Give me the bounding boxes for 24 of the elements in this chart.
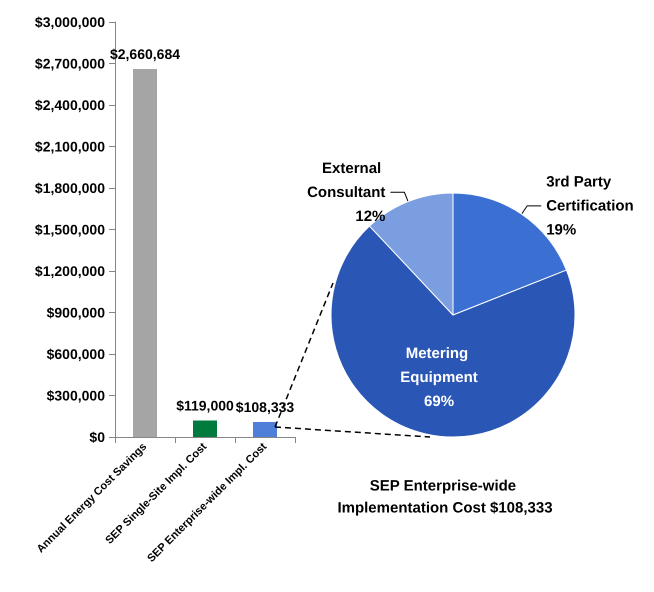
text: SEP Enterprise-wide Implementation Cost $108,333	[337, 478, 553, 516]
y-tick-label: $2,400,000	[34, 97, 106, 113]
y-tick-label: $900,000	[46, 304, 106, 320]
y-tick-label: $0	[89, 429, 106, 445]
slice-label: 3rd Party Certification	[546, 173, 634, 214]
data-label: 12%	[355, 208, 386, 225]
bar	[253, 422, 277, 437]
data-label: $2,660,684	[110, 46, 180, 62]
data-label: $108,333	[236, 399, 294, 416]
slice-label: Metering Equipment	[400, 344, 478, 386]
y-tick-label: $1,200,000	[34, 263, 106, 279]
y-tick-label: $3,000,000	[34, 14, 106, 30]
bar	[193, 420, 217, 437]
data-label: 19%	[546, 221, 576, 238]
data-label: 69%	[424, 392, 454, 410]
bar	[133, 68, 157, 437]
y-tick-label: $1,500,000	[34, 222, 106, 238]
y-tick-label: $300,000	[46, 388, 106, 404]
slice-label: External Consultant	[307, 160, 386, 201]
y-tick-label: $600,000	[46, 346, 106, 362]
y-tick-label: $2,100,000	[34, 138, 106, 154]
data-label: $119,000	[176, 398, 234, 414]
y-tick-label: $2,700,000	[34, 56, 106, 72]
y-tick-label: $1,800,000	[34, 180, 106, 196]
